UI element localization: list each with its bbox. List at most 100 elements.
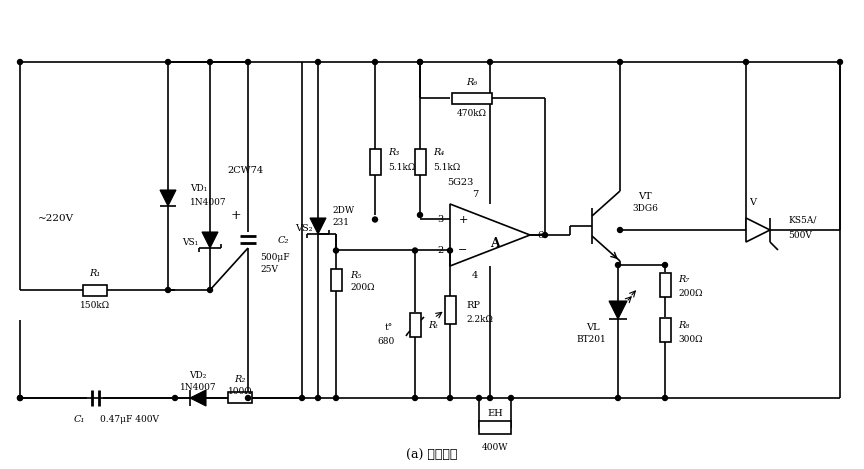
Text: +: + [231, 209, 241, 221]
Polygon shape [450, 204, 530, 266]
Circle shape [477, 395, 481, 401]
Text: 1N4007: 1N4007 [180, 384, 216, 393]
Bar [444, 296, 455, 324]
Text: A: A [490, 236, 500, 250]
Text: KS5A/: KS5A/ [788, 215, 816, 225]
Text: VS₂: VS₂ [295, 224, 313, 233]
Text: 400W: 400W [482, 444, 508, 453]
Text: VL: VL [586, 324, 600, 333]
Polygon shape [746, 218, 770, 242]
Circle shape [417, 60, 422, 65]
Text: R₄: R₄ [433, 147, 444, 157]
Circle shape [315, 395, 321, 401]
Polygon shape [609, 301, 627, 319]
Text: 100Ω: 100Ω [228, 387, 252, 396]
Text: 470kΩ: 470kΩ [457, 108, 487, 118]
Circle shape [487, 60, 492, 65]
Circle shape [17, 60, 22, 65]
Text: R₁: R₁ [89, 270, 100, 279]
Circle shape [837, 60, 842, 65]
Circle shape [543, 233, 548, 237]
Circle shape [448, 248, 453, 253]
Bar [228, 393, 252, 403]
Text: 1N4007: 1N4007 [190, 197, 226, 206]
Text: C₂: C₂ [278, 235, 289, 244]
Bar [452, 92, 492, 104]
Text: 150kΩ: 150kΩ [80, 302, 110, 310]
Circle shape [17, 395, 22, 401]
Text: 5.1kΩ: 5.1kΩ [433, 162, 461, 172]
Text: 3: 3 [437, 215, 443, 224]
Bar [331, 269, 341, 291]
Polygon shape [160, 190, 176, 206]
Text: 680: 680 [378, 336, 395, 346]
Text: 200Ω: 200Ω [350, 283, 374, 293]
Circle shape [417, 60, 422, 65]
Text: 300Ω: 300Ω [678, 334, 702, 343]
Circle shape [448, 395, 453, 401]
Text: ~220V: ~220V [38, 213, 74, 222]
Text: R₇: R₇ [678, 275, 689, 285]
Bar [659, 273, 670, 297]
Circle shape [663, 263, 668, 267]
Text: R₅: R₅ [350, 271, 361, 280]
Text: V: V [749, 197, 757, 206]
Circle shape [207, 60, 213, 65]
Bar [370, 149, 380, 175]
Text: 6: 6 [537, 230, 543, 240]
Text: 200Ω: 200Ω [678, 289, 702, 298]
Text: VD₂: VD₂ [189, 371, 206, 380]
Text: R₈: R₈ [678, 320, 689, 330]
Circle shape [412, 248, 417, 253]
Text: 5.1kΩ: 5.1kΩ [388, 162, 416, 172]
Bar [410, 313, 421, 337]
Circle shape [615, 395, 620, 401]
Text: R₂: R₂ [234, 376, 245, 385]
Circle shape [300, 395, 304, 401]
Text: 5G23: 5G23 [447, 177, 473, 187]
Text: C₁: C₁ [73, 416, 85, 424]
Polygon shape [202, 232, 218, 248]
Bar [83, 285, 107, 295]
Text: 500μF: 500μF [260, 254, 289, 263]
Text: 25V: 25V [260, 265, 278, 274]
Circle shape [17, 395, 22, 401]
Text: 4: 4 [472, 272, 478, 280]
Text: VT: VT [638, 191, 651, 201]
Text: 2DW: 2DW [332, 205, 354, 214]
Circle shape [315, 60, 321, 65]
Text: R₆: R₆ [467, 77, 478, 86]
Bar [479, 422, 511, 434]
Circle shape [166, 60, 170, 65]
Bar [415, 149, 425, 175]
Text: 0.47μF 400V: 0.47μF 400V [100, 416, 159, 424]
Polygon shape [310, 218, 326, 234]
Text: −: − [458, 245, 467, 256]
Circle shape [509, 395, 513, 401]
Text: 7: 7 [472, 189, 478, 198]
Text: 2CW74: 2CW74 [227, 166, 263, 174]
Bar [659, 318, 670, 342]
Circle shape [417, 212, 422, 218]
Circle shape [615, 263, 620, 267]
Text: Rₜ: Rₜ [428, 320, 438, 330]
Text: 2: 2 [437, 246, 443, 255]
Circle shape [245, 60, 251, 65]
Text: VD₁: VD₁ [190, 183, 207, 192]
Text: 231: 231 [332, 218, 349, 227]
Circle shape [372, 217, 378, 222]
Text: 2.2kΩ: 2.2kΩ [466, 315, 492, 324]
Text: 3DG6: 3DG6 [632, 204, 658, 212]
Circle shape [166, 287, 170, 293]
Circle shape [618, 60, 622, 65]
Text: RP: RP [466, 301, 480, 310]
Circle shape [334, 248, 339, 253]
Text: EH: EH [487, 408, 503, 417]
Text: t°: t° [384, 323, 393, 332]
Circle shape [663, 395, 668, 401]
Circle shape [618, 227, 622, 233]
Text: (a) 电容降压: (a) 电容降压 [406, 448, 458, 461]
Polygon shape [190, 390, 206, 406]
Text: 500V: 500V [788, 230, 812, 240]
Text: R₃: R₃ [388, 147, 399, 157]
